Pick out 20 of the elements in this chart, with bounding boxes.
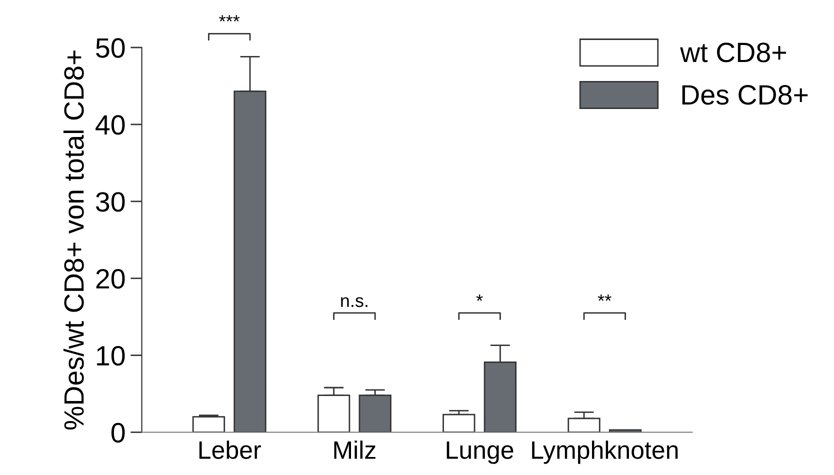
y-tick-label: 20 <box>96 269 125 289</box>
y-axis-title: %Des/wt CD8+ von total CD8+ <box>63 50 84 430</box>
bar <box>358 394 392 432</box>
y-tick-label: 10 <box>97 346 125 366</box>
legend-label: wt CD8+ <box>680 42 786 62</box>
y-tick-label: 30 <box>96 192 125 212</box>
annotation: * <box>476 294 483 301</box>
y-tick-label: 40 <box>96 115 125 135</box>
bar <box>442 414 476 432</box>
text: *** <box>219 15 240 22</box>
x-tick-label: Milz <box>334 440 376 459</box>
legend-label: Des CD8+ <box>682 85 808 105</box>
y-tick-label: 50 <box>96 38 125 58</box>
x-tick-label: Leber <box>199 440 261 459</box>
annotation: n.s. <box>341 297 368 308</box>
y-tick-label: 0 <box>111 422 125 443</box>
x-tick-label: Lunge <box>446 442 514 464</box>
annotation: ** <box>598 294 612 301</box>
x-tick-label: Lymphknoten <box>532 440 678 464</box>
bar <box>192 416 226 432</box>
